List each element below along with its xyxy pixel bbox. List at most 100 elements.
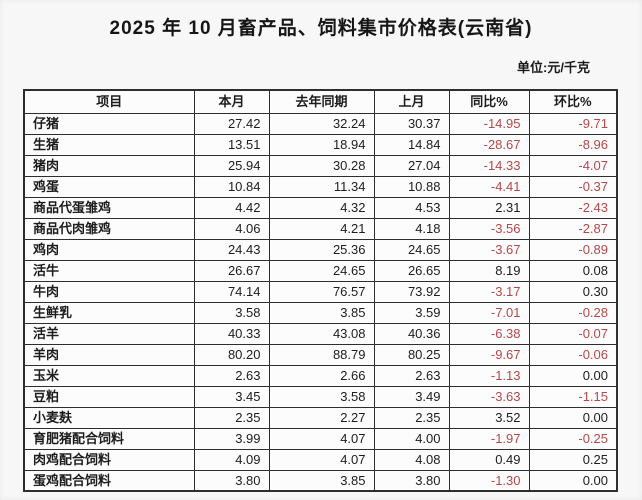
- last-year-cell: 30.28: [268, 154, 375, 177]
- last-year-cell: 4.07: [268, 427, 375, 450]
- col-header-last-year: 去年同期: [268, 89, 375, 114]
- yoy-cell: -1.30: [448, 469, 530, 492]
- item-cell: 羊肉: [23, 343, 195, 366]
- item-cell: 鸡肉: [23, 238, 195, 261]
- current-month-cell: 3.45: [193, 385, 270, 408]
- unit-label: 单位:元/千克: [517, 60, 590, 75]
- last-year-cell: 3.85: [268, 469, 375, 492]
- item-cell: 生鲜乳: [23, 301, 195, 324]
- last-month-cell: 80.25: [373, 343, 450, 366]
- mom-cell: 0.00: [528, 469, 618, 492]
- current-month-cell: 2.63: [193, 364, 270, 387]
- yoy-cell: -9.67: [448, 343, 530, 366]
- current-month-cell: 27.42: [193, 112, 270, 135]
- last-month-cell: 26.65: [373, 259, 450, 282]
- yoy-cell: -4.41: [448, 175, 530, 198]
- current-month-cell: 4.42: [193, 196, 270, 219]
- table-body: 仔猪 27.42 32.24 30.37 -14.95 -9.71 生猪 13.51 18.94…: [23, 112, 618, 492]
- col-header-mom: 环比%: [528, 89, 618, 114]
- yoy-cell: -3.17: [448, 280, 530, 303]
- current-month-cell: 10.84: [193, 175, 270, 198]
- yoy-cell: -14.33: [448, 154, 530, 177]
- current-month-cell: 4.06: [193, 217, 270, 240]
- yoy-cell: -1.97: [448, 427, 530, 450]
- last-year-cell: 3.58: [268, 385, 375, 408]
- mom-cell: 0.08: [528, 259, 618, 282]
- table-row: 羊肉 80.20 88.79 80.25 -9.67 -0.06: [23, 343, 618, 366]
- current-month-cell: 4.09: [193, 448, 270, 471]
- item-cell: 商品代蛋雏鸡: [23, 196, 195, 219]
- last-month-cell: 3.59: [373, 301, 450, 324]
- table-row: 活牛 26.67 24.65 26.65 8.19 0.08: [23, 259, 618, 282]
- table-row: 豆粕 3.45 3.58 3.49 -3.63 -1.15: [23, 385, 618, 408]
- item-cell: 生猪: [23, 133, 195, 156]
- table-row: 商品代肉雏鸡 4.06 4.21 4.18 -3.56 -2.87: [23, 217, 618, 240]
- mom-cell: 0.00: [528, 406, 618, 429]
- item-cell: 鸡蛋: [23, 175, 195, 198]
- col-header-current: 本月: [193, 89, 270, 114]
- item-cell: 猪肉: [23, 154, 195, 177]
- current-month-cell: 26.67: [193, 259, 270, 282]
- table-row: 牛肉 74.14 76.57 73.92 -3.17 0.30: [23, 280, 618, 303]
- last-month-cell: 2.35: [373, 406, 450, 429]
- last-year-cell: 4.07: [268, 448, 375, 471]
- yoy-cell: 2.31: [448, 196, 530, 219]
- last-year-cell: 43.08: [268, 322, 375, 345]
- current-month-cell: 24.43: [193, 238, 270, 261]
- yoy-cell: -1.13: [448, 364, 530, 387]
- yoy-cell: -3.63: [448, 385, 530, 408]
- item-cell: 商品代肉雏鸡: [23, 217, 195, 240]
- last-year-cell: 4.21: [268, 217, 375, 240]
- item-cell: 豆粕: [23, 385, 195, 408]
- yoy-cell: -14.95: [448, 112, 530, 135]
- table-row: 玉米 2.63 2.66 2.63 -1.13 0.00: [23, 364, 618, 387]
- current-month-cell: 74.14: [193, 280, 270, 303]
- last-month-cell: 4.53: [373, 196, 450, 219]
- last-month-cell: 2.63: [373, 364, 450, 387]
- item-cell: 蛋鸡配合饲料: [23, 469, 195, 492]
- yoy-cell: -3.56: [448, 217, 530, 240]
- yoy-cell: 0.49: [448, 448, 530, 471]
- mom-cell: -8.96: [528, 133, 618, 156]
- last-year-cell: 18.94: [268, 133, 375, 156]
- last-month-cell: 24.65: [373, 238, 450, 261]
- last-year-cell: 24.65: [268, 259, 375, 282]
- last-year-cell: 32.24: [268, 112, 375, 135]
- mom-cell: -0.28: [528, 301, 618, 324]
- current-month-cell: 3.99: [193, 427, 270, 450]
- mom-cell: 0.00: [528, 364, 618, 387]
- price-table: 项目 本月 去年同期 上月 同比% 环比% 仔猪 27.42 32.24 30.37-…: [23, 89, 618, 492]
- col-header-yoy: 同比%: [448, 89, 530, 114]
- table-row: 小麦麸 2.35 2.27 2.35 3.52 0.00: [23, 406, 618, 429]
- last-month-cell: 4.18: [373, 217, 450, 240]
- item-cell: 活羊: [23, 322, 195, 345]
- table-row: 商品代蛋雏鸡 4.42 4.32 4.53 2.31 -2.43: [23, 196, 618, 219]
- last-month-cell: 73.92: [373, 280, 450, 303]
- last-year-cell: 2.66: [268, 364, 375, 387]
- mom-cell: -0.07: [528, 322, 618, 345]
- table-row: 生猪 13.51 18.94 14.84 -28.67 -8.96: [23, 133, 618, 156]
- current-month-cell: 2.35: [193, 406, 270, 429]
- last-month-cell: 3.49: [373, 385, 450, 408]
- mom-cell: -4.07: [528, 154, 618, 177]
- last-month-cell: 3.80: [373, 469, 450, 492]
- table-row: 猪肉 25.94 30.28 27.04 -14.33 -4.07: [23, 154, 618, 177]
- mom-cell: -0.25: [528, 427, 618, 450]
- mom-cell: 0.30: [528, 280, 618, 303]
- table-row: 鸡蛋 10.84 11.34 10.88 -4.41 -0.37: [23, 175, 618, 198]
- col-header-item: 项目: [23, 89, 195, 114]
- last-year-cell: 76.57: [268, 280, 375, 303]
- item-cell: 仔猪: [23, 112, 195, 135]
- current-month-cell: 13.51: [193, 133, 270, 156]
- mom-cell: -2.87: [528, 217, 618, 240]
- item-cell: 活牛: [23, 259, 195, 282]
- last-month-cell: 30.37: [373, 112, 450, 135]
- item-cell: 牛肉: [23, 280, 195, 303]
- item-cell: 肉鸡配合饲料: [23, 448, 195, 471]
- yoy-cell: -6.38: [448, 322, 530, 345]
- last-year-cell: 4.32: [268, 196, 375, 219]
- yoy-cell: 8.19: [448, 259, 530, 282]
- mom-cell: -1.15: [528, 385, 618, 408]
- table-row: 育肥猪配合饲料 3.99 4.07 4.00 -1.97 -0.25: [23, 427, 618, 450]
